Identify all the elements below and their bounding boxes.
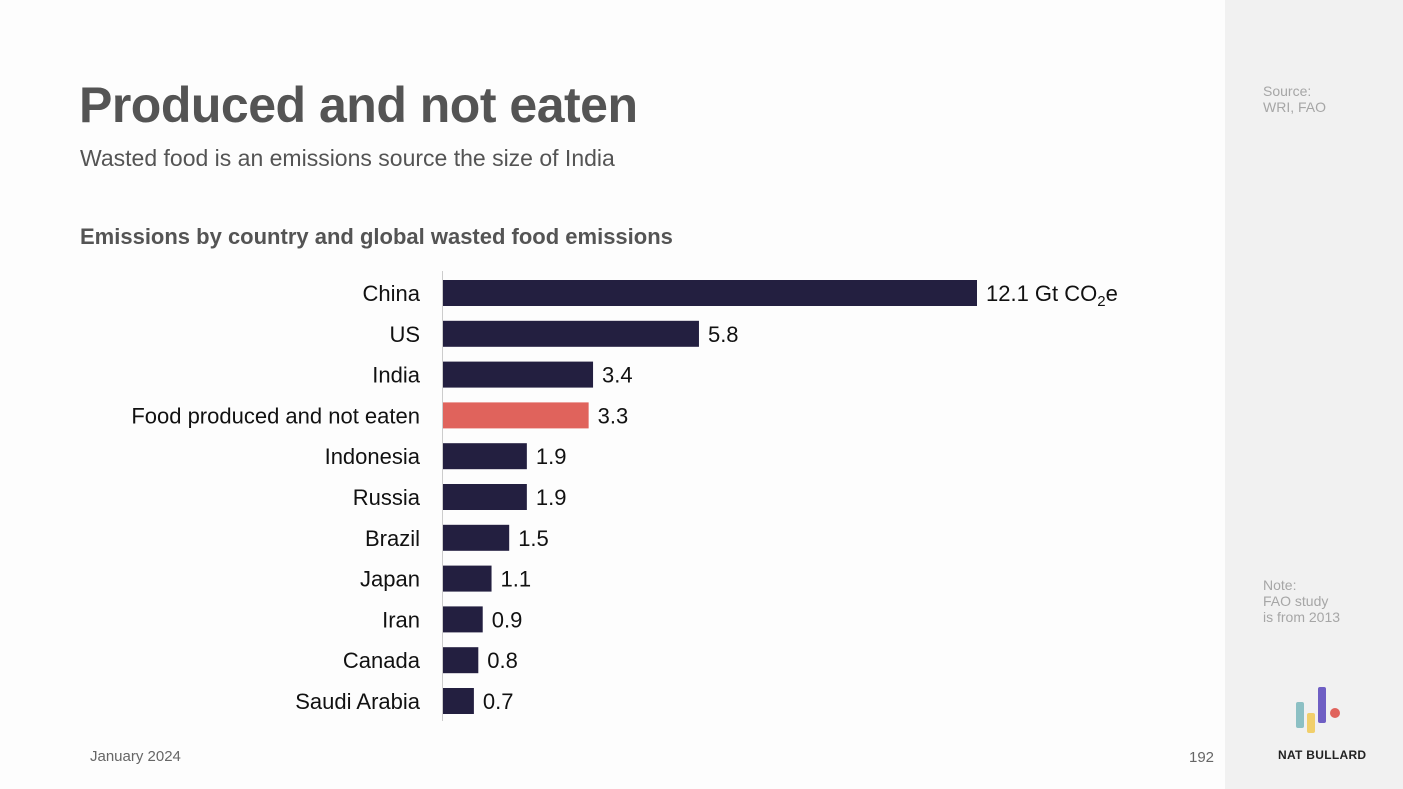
bar <box>443 688 474 714</box>
category-label: Iran <box>382 607 420 632</box>
page-subtitle: Wasted food is an emissions source the s… <box>80 145 615 171</box>
category-label: Japan <box>360 567 420 592</box>
category-label: Food produced and not eaten <box>131 403 420 428</box>
bar-highlight <box>443 402 589 429</box>
note-label: Note: <box>1263 577 1297 593</box>
value-label: 1.5 <box>518 526 549 551</box>
value-label: 5.8 <box>708 322 739 347</box>
bar <box>443 361 594 388</box>
bar <box>443 565 492 592</box>
category-label: Saudi Arabia <box>295 689 421 714</box>
brand-name: NAT BULLARD <box>1278 748 1367 762</box>
value-label: 3.3 <box>598 403 629 428</box>
bar <box>443 484 527 510</box>
value-label: 12.1 Gt CO2e <box>986 281 1118 310</box>
note-block: Note: FAO study is from 2013 <box>1263 577 1340 625</box>
slide-main <box>0 0 1225 789</box>
logo-bar <box>1318 687 1326 723</box>
logo-bar <box>1307 713 1315 733</box>
bar <box>443 443 527 470</box>
slide-sidebar <box>1225 0 1403 789</box>
category-label: US <box>389 322 420 347</box>
source-text: WRI, FAO <box>1263 99 1326 115</box>
category-label: China <box>363 281 421 306</box>
source-label: Source: <box>1263 83 1312 99</box>
brand-logo-icon <box>1296 687 1340 733</box>
category-label: India <box>372 363 420 388</box>
note-line-2: is from 2013 <box>1263 609 1341 625</box>
value-label: 1.1 <box>501 567 532 592</box>
value-label: 0.8 <box>487 648 518 673</box>
page-title: Produced and not eaten <box>79 77 638 133</box>
chart-title: Emissions by country and global wasted f… <box>80 224 673 249</box>
value-label: 0.9 <box>492 607 523 632</box>
bar <box>443 280 977 306</box>
value-label: 0.7 <box>483 689 514 714</box>
value-label: 1.9 <box>536 444 567 469</box>
logo-dot <box>1330 708 1340 718</box>
value-label: 3.4 <box>602 363 633 388</box>
bar-chart: China 12.1 Gt CO2e US 5.8 India 3.4 Food produ… <box>131 271 1118 721</box>
footer-date: January 2024 <box>90 748 181 765</box>
category-label: Indonesia <box>325 444 421 469</box>
bar <box>443 647 479 674</box>
page-number: 192 <box>1189 749 1215 766</box>
value-label: 1.9 <box>536 485 567 510</box>
category-label: Canada <box>343 648 421 673</box>
bar <box>443 606 483 633</box>
bar <box>443 320 699 347</box>
note-line-1: FAO study <box>1263 593 1329 609</box>
source-note: Source: WRI, FAO <box>1263 83 1326 115</box>
category-label: Brazil <box>365 526 420 551</box>
logo-bar <box>1296 702 1304 728</box>
category-label: Russia <box>353 485 421 510</box>
bar <box>443 524 510 551</box>
